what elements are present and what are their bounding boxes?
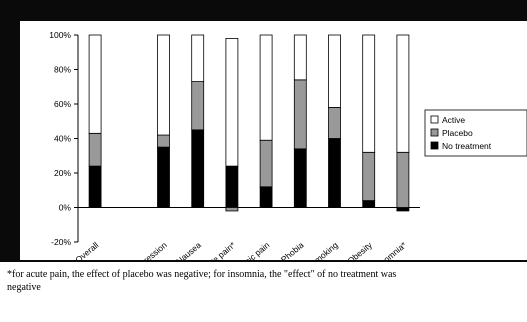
x-tick-label: Depression [129, 240, 169, 260]
legend-swatch [430, 128, 439, 137]
legend-swatch [430, 115, 439, 124]
bar-segment [362, 200, 376, 208]
bar-segment [191, 129, 205, 208]
y-tick-label: 80% [54, 65, 71, 75]
bar-segment [191, 81, 205, 131]
bar-segment [157, 34, 170, 136]
y-tick-label: 60% [54, 99, 71, 109]
bar-segment [396, 151, 410, 208]
footnote-panel: *for acute pain, the effect of placebo w… [0, 262, 527, 322]
x-tick-label: Phobia [279, 240, 306, 260]
bar-segment [259, 139, 273, 188]
bar-segment [259, 34, 273, 141]
bar-segment [396, 34, 410, 153]
bar-segment [88, 165, 102, 208]
x-tick-label: Overall [73, 240, 100, 260]
footnote-line-1: *for acute pain, the effect of placebo w… [7, 269, 397, 280]
bar-segment [396, 207, 410, 212]
y-tick-label: 40% [54, 134, 71, 144]
legend-box [424, 109, 527, 157]
y-tick-label: 100% [49, 30, 71, 40]
x-tick-label: Chronic pain [228, 240, 271, 260]
x-tick-label: Nausea [174, 240, 203, 260]
y-tick-label: -20% [51, 237, 71, 247]
x-tick-label: Insomnia* [373, 239, 409, 260]
bar-segment [88, 132, 102, 167]
legend-label: Active [442, 115, 465, 125]
x-tick-label: Smoking [308, 240, 340, 260]
bar-segment [293, 34, 307, 81]
plot-area: -20% 0% 20% 40% 60% 80% 100% Overall Depression N… [49, 30, 420, 278]
chart-panel: -20% 0% 20% 40% 60% 80% 100% Overall Depression N… [20, 21, 527, 278]
legend-swatch [430, 141, 439, 150]
y-tick-label: 0% [59, 203, 72, 213]
stacked-bar-chart: -20%0%20%40%60%80%100%Overall Depression N… [49, 30, 527, 278]
bar-segment [157, 134, 170, 148]
y-tick-label: 20% [54, 168, 71, 178]
x-tick-label: Acute pain* [197, 239, 237, 260]
bar-segment [225, 165, 239, 208]
bar-segment [259, 186, 273, 208]
bar-segment [225, 38, 239, 167]
bar-segment [328, 34, 341, 108]
footnote-line-2: negative [7, 282, 41, 293]
bar-segment [362, 34, 376, 153]
footnote: *for acute pain, the effect of placebo w… [7, 268, 527, 294]
bar-segment [293, 79, 307, 150]
bar-segment [293, 148, 307, 208]
bar-segment [225, 207, 239, 212]
legend: Active Placebo No treatment [424, 109, 527, 157]
bar-segment [328, 107, 341, 139]
bar-segment [328, 138, 341, 208]
x-tick-label: Obesity [345, 239, 374, 260]
legend-label: Placebo [442, 128, 473, 138]
bar-segment [362, 151, 376, 202]
legend-label: No treatment [442, 141, 492, 151]
bar-segment [88, 34, 102, 134]
bar-segment [191, 34, 205, 82]
bar-segment [157, 146, 170, 208]
